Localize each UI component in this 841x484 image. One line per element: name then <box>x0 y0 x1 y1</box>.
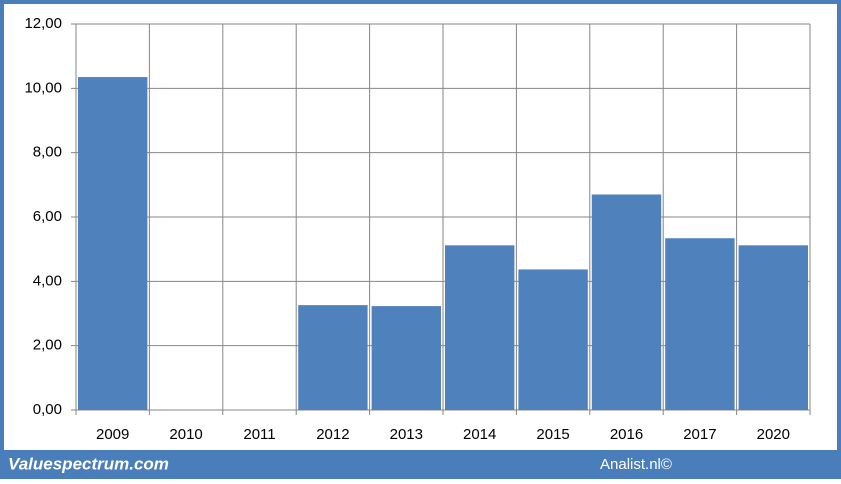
footer-left: Valuespectrum.com <box>8 454 169 473</box>
x-tick-label: 2014 <box>463 426 496 443</box>
y-tick-label: 6,00 <box>33 208 62 225</box>
bar <box>78 77 148 410</box>
y-tick-label: 4,00 <box>33 272 62 289</box>
bar <box>591 194 662 410</box>
bar <box>298 305 368 410</box>
footer-right: Analist.nl© <box>600 456 672 473</box>
x-tick-label: 2011 <box>243 426 275 443</box>
bar <box>738 245 808 410</box>
x-tick-label: 2010 <box>169 426 202 443</box>
y-tick-label: 0,00 <box>33 401 62 418</box>
x-tick-label: 2017 <box>683 426 716 443</box>
bar <box>665 238 735 410</box>
x-tick-label: 2013 <box>390 426 423 443</box>
x-tick-label: 2015 <box>536 426 569 443</box>
y-tick-label: 8,00 <box>33 144 62 161</box>
bar <box>371 306 441 410</box>
y-tick-label: 10,00 <box>24 79 62 96</box>
x-tick-label: 2016 <box>610 426 643 443</box>
bar <box>518 269 588 410</box>
x-tick-label: 2009 <box>96 426 129 443</box>
x-tick-label: 2012 <box>316 426 349 443</box>
bar <box>445 245 515 410</box>
y-tick-label: 12,00 <box>24 15 62 32</box>
y-tick-label: 2,00 <box>33 337 62 354</box>
x-tick-label: 2020 <box>757 426 790 443</box>
